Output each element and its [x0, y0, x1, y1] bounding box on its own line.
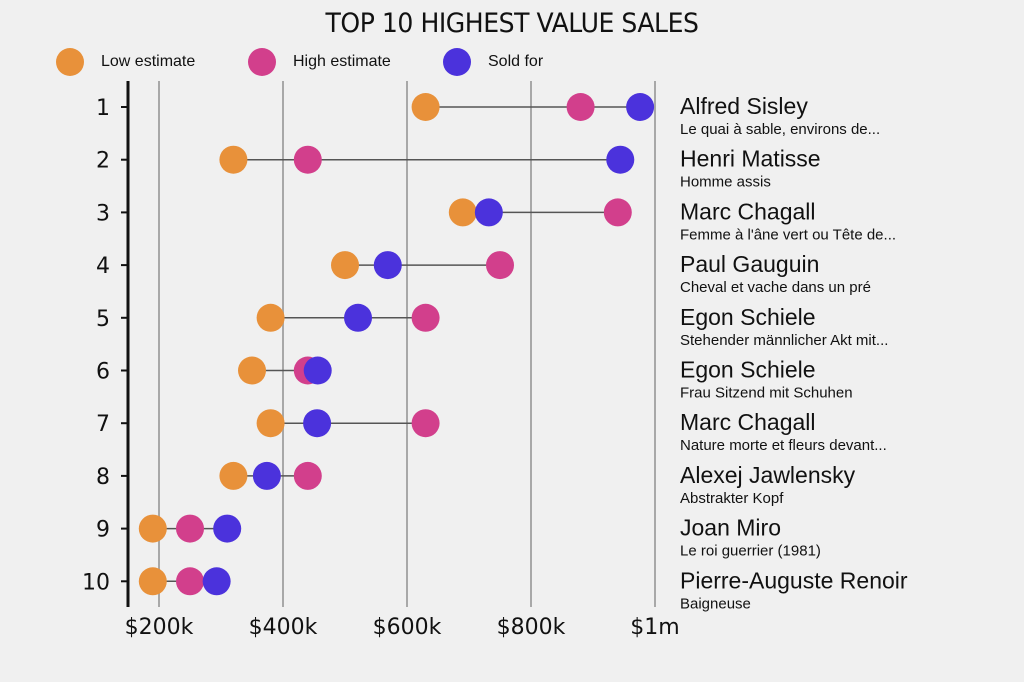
y-tick-label: 3: [96, 201, 110, 226]
gridlines: [158, 81, 656, 607]
artist-name: Egon Schiele: [680, 357, 816, 383]
dot-low-estimate: [219, 145, 248, 174]
dot-high-estimate: [176, 567, 204, 596]
artwork-title: Cheval et vache dans un pré: [680, 279, 871, 296]
dot-sold-for: [252, 461, 281, 490]
legend-label-sold-for: Sold for: [488, 53, 544, 70]
chart-row: [138, 567, 231, 596]
dot-sold-for: [303, 409, 332, 438]
dot-sold-for: [626, 93, 655, 121]
y-tick-label: 7: [96, 412, 110, 437]
dot-low-estimate: [411, 93, 440, 121]
x-tick-label: $600k: [373, 615, 442, 640]
dot-low-estimate: [238, 356, 266, 385]
y-tick-label: 2: [96, 149, 110, 174]
y-tick-label: 9: [96, 518, 110, 543]
chart-row: [256, 303, 440, 332]
legend-swatch-low-estimate: [56, 48, 84, 76]
chart-row: [219, 145, 635, 174]
dot-sold-for: [344, 303, 373, 332]
artwork-title: Baigneuse: [680, 595, 751, 612]
artwork-title: Le roi guerrier (1981): [680, 543, 821, 560]
dot-high-estimate: [411, 409, 440, 438]
chart-row: [331, 251, 514, 280]
artwork-title: Le quai à sable, environs de...: [680, 121, 880, 138]
chart-row: [219, 461, 322, 490]
chart-row: [138, 514, 242, 543]
y-tick-label: 6: [96, 360, 110, 385]
artist-name: Egon Schiele: [680, 304, 816, 330]
chart-row: [448, 198, 632, 227]
legend-item-high-estimate: High estimate: [248, 48, 391, 76]
artist-name: Alfred Sisley: [680, 93, 808, 119]
dot-high-estimate: [293, 145, 322, 174]
x-tick-label: $800k: [497, 615, 566, 640]
legend-swatch-sold-for: [443, 48, 471, 76]
artwork-title: Femme à l'âne vert ou Tête de...: [680, 226, 896, 243]
legend-label-low-estimate: Low estimate: [101, 53, 196, 70]
dot-high-estimate: [293, 461, 322, 490]
artist-name: Marc Chagall: [680, 198, 816, 224]
dot-high-estimate: [603, 198, 632, 227]
chart-row: [411, 93, 655, 121]
dot-high-estimate: [566, 93, 595, 121]
y-tick-label: 1: [96, 96, 110, 121]
artwork-title: Homme assis: [680, 174, 771, 191]
chart-row: [238, 356, 332, 385]
x-tick-label: $1m: [630, 615, 679, 640]
dot-low-estimate: [448, 198, 477, 227]
y-tick-label: 10: [82, 570, 110, 595]
dot-low-estimate: [138, 514, 167, 543]
dot-sold-for: [303, 356, 332, 385]
chart-row: [256, 409, 440, 438]
chart-title: TOP 10 HIGHEST VALUE SALES: [325, 8, 699, 39]
dot-high-estimate: [411, 303, 440, 332]
artist-name: Marc Chagall: [680, 409, 816, 435]
legend-swatch-high-estimate: [248, 48, 276, 76]
dot-high-estimate: [176, 514, 204, 543]
y-tick-label: 4: [96, 254, 110, 279]
y-axis: 1 2 3 4 5 6 7 8 9 10: [82, 81, 130, 607]
x-axis-ticks: $200k $400k $600k $800k $1m: [125, 615, 680, 640]
chart-rows: [138, 93, 655, 596]
row-labels: Alfred Sisley Le quai à sable, environs d…: [680, 93, 908, 612]
dot-low-estimate: [256, 303, 285, 332]
artist-name: Joan Miro: [680, 515, 781, 541]
dot-sold-for: [474, 198, 503, 227]
dot-sold-for: [373, 251, 402, 280]
legend-label-high-estimate: High estimate: [293, 53, 391, 70]
x-tick-label: $400k: [249, 615, 318, 640]
artist-name: Alexej Jawlensky: [680, 462, 856, 488]
dot-low-estimate: [219, 461, 248, 490]
artwork-title: Frau Sitzend mit Schuhen: [680, 385, 853, 402]
legend-item-low-estimate: Low estimate: [56, 48, 195, 76]
artwork-title: Stehender männlicher Akt mit...: [680, 332, 888, 349]
dot-sold-for: [213, 514, 242, 543]
artist-name: Paul Gauguin: [680, 251, 819, 277]
artwork-title: Nature morte et fleurs devant...: [680, 437, 887, 454]
artist-name: Henri Matisse: [680, 146, 821, 172]
dot-low-estimate: [138, 567, 167, 596]
x-tick-label: $200k: [125, 615, 194, 640]
dot-low-estimate: [331, 251, 359, 280]
dot-low-estimate: [256, 409, 285, 438]
y-tick-label: 5: [96, 307, 110, 332]
legend-item-sold-for: Sold for: [443, 48, 543, 76]
dot-high-estimate: [486, 251, 514, 280]
artist-name: Pierre-Auguste Renoir: [680, 567, 908, 593]
y-tick-label: 8: [96, 465, 110, 490]
artwork-title: Abstrakter Kopf: [680, 490, 784, 507]
dot-sold-for: [202, 567, 231, 596]
dot-sold-for: [606, 145, 635, 174]
